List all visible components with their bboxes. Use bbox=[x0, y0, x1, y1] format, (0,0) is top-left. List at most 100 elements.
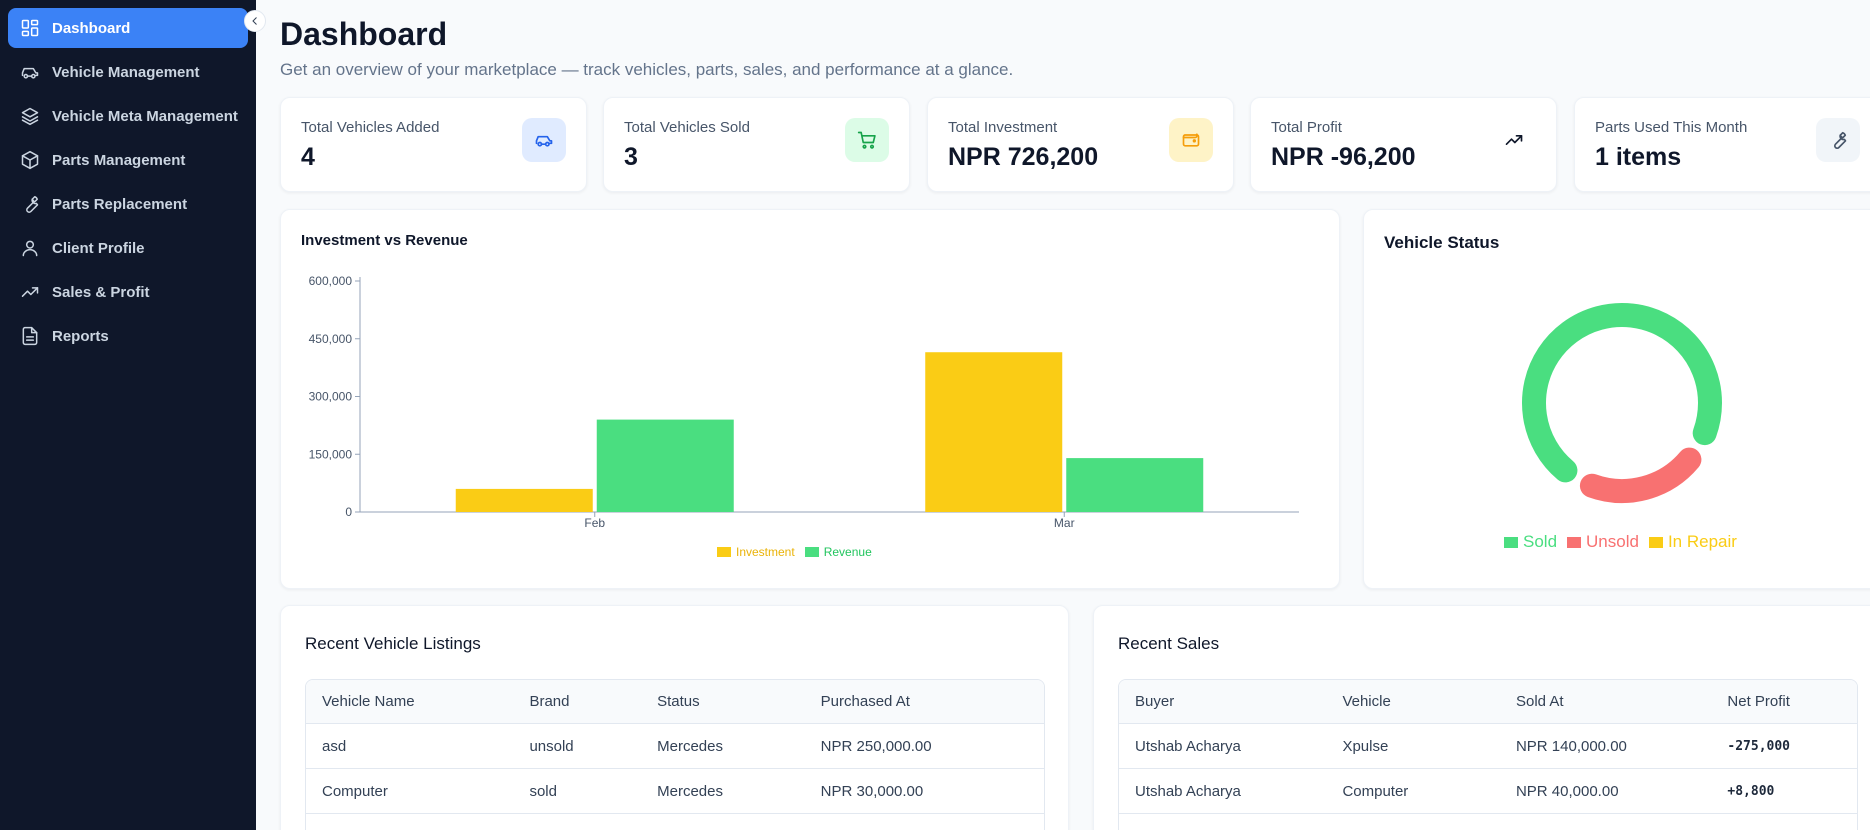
sidebar-item-client-profile[interactable]: Client Profile bbox=[8, 228, 248, 268]
y-tick-label: 0 bbox=[345, 505, 352, 519]
bar-revenue-feb[interactable] bbox=[596, 419, 734, 512]
file-text-icon bbox=[20, 326, 40, 346]
table-cell: NPR 30,000.00 bbox=[820, 782, 924, 800]
page-subtitle: Get an overview of your marketplace — tr… bbox=[280, 60, 1014, 79]
stat-value: 4 bbox=[301, 143, 315, 171]
sidebar-item-parts-replacement[interactable]: Parts Replacement bbox=[8, 184, 248, 224]
table-cell: asd bbox=[322, 737, 347, 755]
legend-swatch bbox=[1567, 536, 1582, 548]
investment-revenue-chart: 0 150,000 300,000 450,000 600,000 Feb Mar bbox=[309, 274, 1299, 530]
legend-label: Sold bbox=[1523, 532, 1558, 551]
table-cell: NPR 40,000.00 bbox=[1515, 782, 1619, 800]
legend-item-sold[interactable]: Sold bbox=[1504, 532, 1557, 552]
sidebar-item-vehicle-management[interactable]: Vehicle Management bbox=[8, 52, 248, 92]
table-row[interactable]: asd unsold Mercedes NPR 250,000.00 bbox=[306, 724, 1044, 769]
stat-card-total-vehicles-sold: Total Vehicles Sold 3 bbox=[603, 97, 910, 192]
table-cell: Xpulse bbox=[1342, 737, 1389, 755]
column-header[interactable]: Status bbox=[657, 693, 700, 710]
legend-swatch bbox=[1648, 536, 1663, 548]
table-cell: NPR 250,000.00 bbox=[820, 737, 932, 755]
stat-card-total-vehicles-added: Total Vehicles Added 4 bbox=[280, 97, 587, 192]
table-cell: Mercedes bbox=[657, 737, 723, 755]
sales-table: Buyer Vehicle Sold At Net Profit Utshab … bbox=[1118, 679, 1858, 830]
listings-table: Vehicle Name Brand Status Purchased At a… bbox=[305, 679, 1045, 830]
column-header[interactable]: Sold At bbox=[1515, 693, 1564, 710]
column-header[interactable]: Buyer bbox=[1135, 693, 1175, 710]
bar-investment-mar[interactable] bbox=[925, 352, 1063, 512]
legend-swatch bbox=[1504, 536, 1518, 548]
x-tick-label: Feb bbox=[584, 516, 605, 530]
donut-slice-unsold[interactable] bbox=[1579, 447, 1702, 503]
sidebar-item-label: Vehicle Management bbox=[52, 63, 200, 81]
table-header: Vehicle Name Brand Status Purchased At bbox=[306, 680, 1044, 724]
legend-swatch bbox=[804, 547, 819, 557]
y-tick-label: 150,000 bbox=[309, 447, 353, 461]
legend-label: In Repair bbox=[1667, 532, 1737, 551]
bar-investment-feb[interactable] bbox=[455, 488, 593, 512]
stat-card-total-investment: Total Investment NPR 726,200 bbox=[927, 97, 1234, 192]
table-cell: NPR 140,000.00 bbox=[1515, 737, 1627, 755]
stat-label: Total Vehicles Added bbox=[301, 119, 440, 136]
chart-legend: Investment Revenue bbox=[717, 545, 882, 559]
chart-title: Investment vs Revenue bbox=[301, 232, 468, 249]
column-header[interactable]: Brand bbox=[529, 693, 570, 710]
legend-item-in-repair[interactable]: In Repair bbox=[1648, 532, 1737, 552]
stat-value: NPR -96,200 bbox=[1271, 143, 1416, 171]
wrench-icon bbox=[1816, 118, 1860, 162]
table-cell: Computer bbox=[322, 782, 388, 800]
table-row[interactable]: Utshab Acharya Computer NPR 40,000.00 +8… bbox=[1119, 769, 1857, 814]
panel-title: Recent Vehicle Listings bbox=[305, 634, 481, 653]
stat-card-total-profit: Total Profit NPR -96,200 bbox=[1250, 97, 1557, 192]
recent-listings-panel: Recent Vehicle Listings Vehicle Name Bra… bbox=[280, 605, 1069, 830]
legend-label: Revenue bbox=[823, 545, 872, 559]
net-profit-cell: -275,000 bbox=[1727, 738, 1791, 754]
table-header: Buyer Vehicle Sold At Net Profit bbox=[1119, 680, 1857, 724]
table-row[interactable]: Computer sold Mercedes NPR 30,000.00 bbox=[306, 769, 1044, 814]
page-title: Dashboard bbox=[280, 16, 448, 52]
stat-value: NPR 726,200 bbox=[948, 143, 1099, 171]
y-tick-label: 300,000 bbox=[309, 390, 353, 404]
bar-revenue-mar[interactable] bbox=[1066, 458, 1204, 512]
sidebar: Dashboard Vehicle Management Vehicle Met… bbox=[0, 0, 256, 830]
recent-sales-panel: Recent Sales Buyer Vehicle Sold At Net P… bbox=[1093, 605, 1870, 830]
legend-item-investment[interactable]: Investment bbox=[717, 545, 795, 559]
sidebar-item-vehicle-meta-management[interactable]: Vehicle Meta Management bbox=[8, 96, 248, 136]
sidebar-collapse-button[interactable] bbox=[244, 10, 266, 32]
stat-value: 1 items bbox=[1595, 143, 1682, 171]
layers-icon bbox=[20, 106, 40, 126]
legend-item-revenue[interactable]: Revenue bbox=[804, 545, 872, 559]
car-icon bbox=[20, 62, 40, 82]
column-header[interactable]: Net Profit bbox=[1727, 693, 1790, 710]
stat-label: Total Investment bbox=[948, 119, 1058, 136]
legend-label: Unsold bbox=[1586, 532, 1639, 551]
user-icon bbox=[20, 238, 40, 258]
legend-item-unsold[interactable]: Unsold bbox=[1567, 532, 1639, 552]
dashboard-grid-icon bbox=[20, 18, 40, 38]
chevron-left-icon bbox=[252, 17, 257, 25]
table-cell: unsold bbox=[529, 737, 574, 755]
trending-up-icon bbox=[1492, 118, 1536, 162]
sidebar-item-parts-management[interactable]: Parts Management bbox=[8, 140, 248, 180]
sidebar-item-label: Sales & Profit bbox=[52, 283, 150, 301]
donut-slice-sold[interactable] bbox=[1522, 303, 1722, 483]
package-icon bbox=[20, 150, 40, 170]
column-header[interactable]: Vehicle Name bbox=[322, 693, 415, 710]
chart-legend: Sold Unsold In Repair bbox=[1504, 532, 1747, 552]
table-row[interactable]: Utshab Acharya Xpulse NPR 140,000.00 -27… bbox=[1119, 724, 1857, 769]
legend-label: Investment bbox=[736, 545, 795, 559]
car-icon bbox=[522, 118, 566, 162]
table-cell: Utshab Acharya bbox=[1135, 737, 1241, 755]
cart-icon bbox=[845, 118, 889, 162]
sidebar-item-reports[interactable]: Reports bbox=[8, 316, 248, 356]
investment-revenue-panel: Investment vs Revenue 0 150,000 300,000 450… bbox=[280, 209, 1340, 589]
sidebar-item-sales-profit[interactable]: Sales & Profit bbox=[8, 272, 248, 312]
sidebar-item-label: Vehicle Meta Management bbox=[52, 107, 238, 125]
column-header[interactable]: Vehicle bbox=[1342, 693, 1391, 710]
vehicle-status-panel: Vehicle Status Sold Unsold In Repair bbox=[1363, 209, 1870, 589]
sidebar-item-label: Dashboard bbox=[52, 19, 131, 37]
stat-label: Parts Used This Month bbox=[1595, 119, 1748, 136]
stat-card-parts-used: Parts Used This Month 1 items bbox=[1574, 97, 1870, 192]
y-tick-label: 450,000 bbox=[309, 332, 353, 346]
sidebar-item-dashboard[interactable]: Dashboard bbox=[8, 8, 248, 48]
column-header[interactable]: Purchased At bbox=[820, 693, 910, 710]
